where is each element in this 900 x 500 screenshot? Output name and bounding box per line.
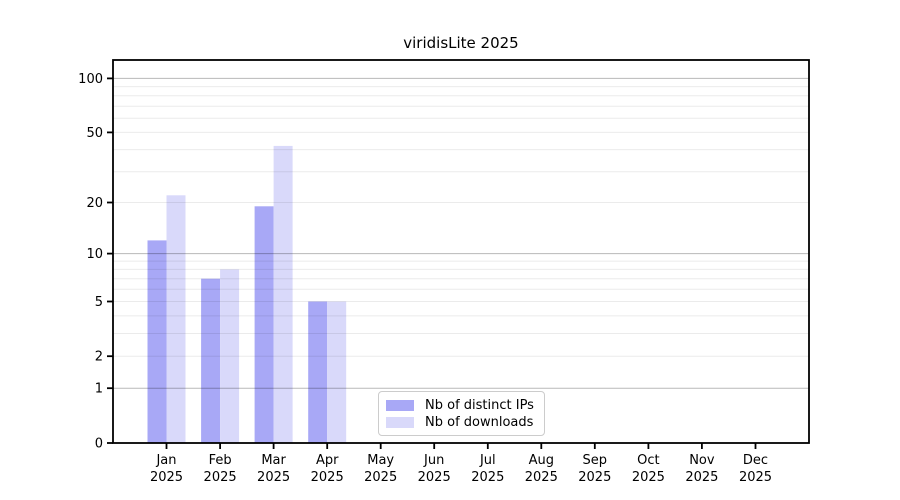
legend-item-distinct-ips: Nb of distinct IPs [386,398,536,413]
bar-distinct-ips-feb [201,278,221,443]
x-tick-label-month: Mar [261,453,286,468]
legend-item-downloads: Nb of downloads [386,415,536,430]
x-tick-label-month: Sep [583,453,608,468]
legend-label-downloads: Nb of downloads [425,415,534,430]
y-tick-label: 10 [86,247,103,262]
x-tick-label-year: 2025 [311,470,344,485]
chart-title: viridisLite 2025 [403,34,519,52]
x-tick-label-month: Jul [479,453,496,468]
legend: Nb of distinct IPs Nb of downloads [378,391,545,436]
x-tick-label-month: May [367,453,394,468]
y-tick-label: 20 [86,196,103,211]
x-tick-label-month: Jun [423,453,444,468]
x-tick-label-month: Oct [637,453,659,468]
x-tick-label-year: 2025 [150,470,183,485]
x-tick-label-year: 2025 [364,470,397,485]
x-tick-label-month: Aug [529,453,554,468]
bar-downloads-jan [166,195,186,443]
bar-downloads-apr [327,301,347,443]
y-tick-label: 100 [78,72,103,87]
x-tick-label-year: 2025 [257,470,290,485]
x-tick-label-month: Apr [316,453,339,468]
x-tick-label-month: Jan [155,453,176,468]
x-tick-label-year: 2025 [204,470,237,485]
bar-distinct-ips-jan [147,240,167,443]
x-tick-label-year: 2025 [739,470,772,485]
legend-label-distinct-ips: Nb of distinct IPs [425,398,534,413]
y-tick-label: 0 [95,437,103,452]
bar-distinct-ips-apr [308,301,328,443]
distinct-ips-swatch-icon [386,400,414,411]
y-tick-label: 5 [95,295,103,310]
x-tick-label-year: 2025 [525,470,558,485]
y-tick-label: 50 [86,126,103,141]
y-tick-label: 1 [95,382,103,397]
bar-downloads-feb [220,269,240,443]
bar-downloads-mar [273,145,293,443]
x-tick-label-year: 2025 [578,470,611,485]
x-tick-label-year: 2025 [471,470,504,485]
y-tick-label: 2 [95,350,103,365]
x-tick-label-month: Dec [743,453,768,468]
axes-frame [112,59,810,444]
downloads-swatch-icon [386,417,414,428]
x-tick-label-month: Feb [209,453,232,468]
x-tick-label-year: 2025 [685,470,718,485]
x-tick-label-year: 2025 [418,470,451,485]
bar-distinct-ips-mar [254,206,274,443]
x-tick-label-month: Nov [689,453,715,468]
x-tick-label-year: 2025 [632,470,665,485]
